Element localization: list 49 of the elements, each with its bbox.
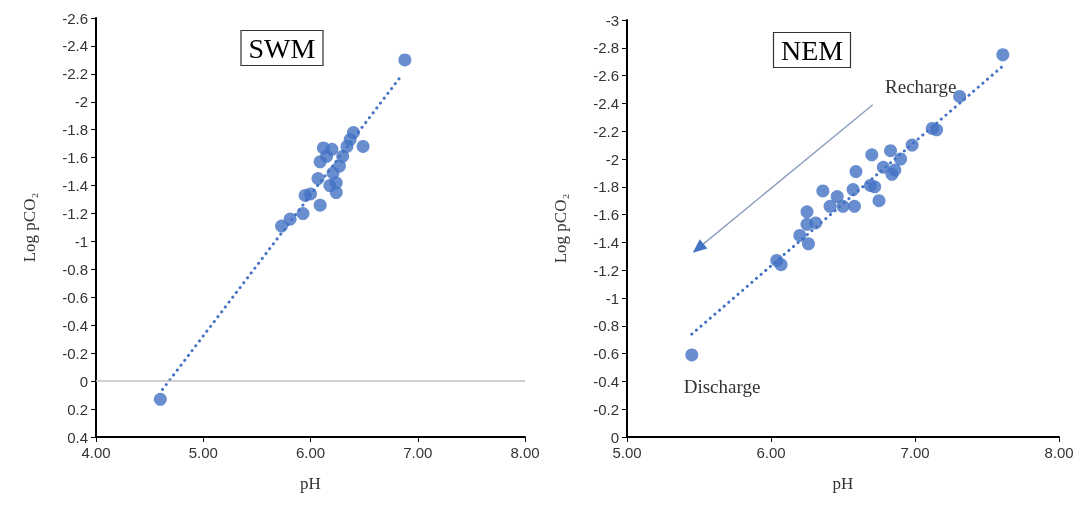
x-tick-label: 6.00 — [295, 444, 326, 461]
x-tick-label: 6.00 — [756, 444, 786, 461]
y-tick-label: 0.2 — [67, 400, 88, 418]
y-tick-label: -2.6 — [593, 67, 619, 85]
y-tick-label: -2.4 — [62, 37, 88, 55]
y-tick-label: -3 — [605, 11, 619, 29]
y-tick-label: -1.4 — [593, 233, 619, 251]
y-tick-label: -1.2 — [593, 261, 619, 279]
y-tick-label: -0.4 — [593, 372, 619, 390]
y-tick-label: -1 — [74, 232, 88, 250]
y-tick-label: -0.2 — [62, 344, 88, 362]
x-tick-label: 8.00 — [1044, 444, 1074, 461]
y-tick-label: 0 — [79, 372, 88, 390]
y-tick-label: -2 — [605, 150, 619, 168]
y-tick-label: -1.2 — [62, 205, 88, 223]
y-tick-label: 0.4 — [67, 428, 88, 446]
y-tick-label: -0.8 — [593, 317, 619, 335]
y-tick-label: -0.6 — [62, 288, 88, 306]
y-axis-title: Log pCO₂ — [20, 192, 39, 263]
y-tick-label: -2 — [74, 93, 88, 111]
y-tick-label: -2.2 — [62, 65, 88, 83]
text: SWM — [248, 32, 316, 64]
x-tick-label: 5.00 — [612, 444, 642, 461]
y-tick-label: -2.8 — [593, 39, 619, 57]
y-tick-label: -1 — [605, 289, 619, 307]
annotation: Discharge — [683, 376, 761, 398]
y-tick-label: -1.4 — [62, 177, 88, 195]
y-tick-label: -1.6 — [62, 149, 88, 167]
x-axis-title: pH — [832, 474, 854, 493]
x-tick-label: 5.00 — [188, 444, 218, 461]
y-tick-label: -1.6 — [593, 206, 619, 224]
annotation: Recharge — [885, 76, 957, 98]
y-tick-label: -2.2 — [593, 122, 619, 140]
y-tick-label: -2.6 — [62, 9, 88, 27]
x-tick-label: 7.00 — [403, 444, 433, 461]
x-axis-title: pH — [300, 474, 321, 493]
y-axis-title: Log pCO₂ — [551, 193, 570, 264]
y-tick-label: -0.4 — [62, 316, 88, 334]
y-tick-label: -0.2 — [593, 400, 619, 418]
y-tick-label: -1.8 — [62, 121, 88, 139]
y-tick-label: 0 — [610, 428, 619, 446]
x-tick-label: 4.00 — [81, 444, 111, 461]
text: NEM — [781, 34, 844, 66]
x-tick-label: 7.00 — [900, 444, 930, 461]
y-tick-label: -0.6 — [593, 345, 619, 363]
x-tick-label: 8.00 — [510, 444, 540, 461]
y-tick-label: -0.8 — [62, 260, 88, 278]
y-tick-label: -1.8 — [593, 178, 619, 196]
y-tick-label: -2.4 — [593, 94, 619, 112]
